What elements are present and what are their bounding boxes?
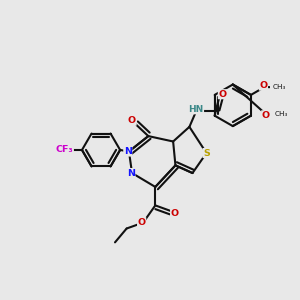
Text: O: O <box>218 90 226 99</box>
Text: O: O <box>171 209 179 218</box>
Text: CF₃: CF₃ <box>56 145 74 154</box>
Text: N: N <box>124 147 132 156</box>
Text: HN: HN <box>188 105 203 114</box>
Text: O: O <box>260 81 268 90</box>
Text: N: N <box>127 169 135 178</box>
Text: CH₃: CH₃ <box>274 111 288 117</box>
Text: CH₃: CH₃ <box>272 84 286 90</box>
Text: O: O <box>262 111 270 120</box>
Text: O: O <box>138 218 146 227</box>
Text: O: O <box>128 116 136 125</box>
Text: S: S <box>203 148 210 158</box>
